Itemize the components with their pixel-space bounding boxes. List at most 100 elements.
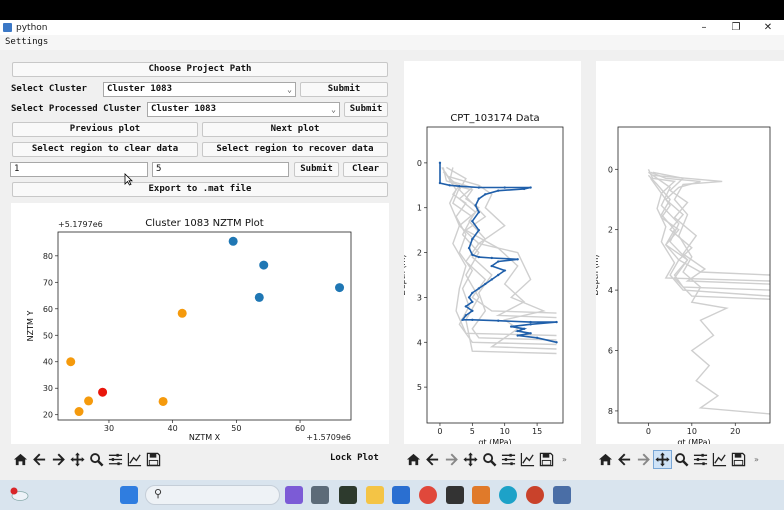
maximize-icon[interactable]: ❐ — [731, 22, 741, 33]
x-axis-label: qt (MPa) — [478, 438, 511, 444]
scatter-point — [259, 260, 269, 270]
submit-cluster-button[interactable]: Submit — [300, 82, 388, 97]
save-icon[interactable] — [729, 450, 748, 469]
edit-axes-icon[interactable] — [125, 450, 144, 469]
pan-icon[interactable] — [461, 450, 480, 469]
home-icon[interactable] — [11, 450, 30, 469]
configure-subplots-icon[interactable] — [499, 450, 518, 469]
edge-icon[interactable] — [499, 486, 517, 504]
edit-axes-icon[interactable] — [518, 450, 537, 469]
zoom-icon[interactable] — [87, 450, 106, 469]
submit-range-button[interactable]: Submit — [294, 162, 339, 177]
x-tick-label: 0 — [437, 427, 442, 436]
lock-plot-label[interactable]: Lock Plot — [330, 453, 379, 463]
python-app-icon — [3, 23, 12, 32]
background-series-line — [648, 171, 770, 300]
configure-subplots-icon[interactable] — [691, 450, 710, 469]
next-plot-button[interactable]: Next plot — [202, 122, 388, 137]
y-tick-label: 2 — [417, 249, 422, 258]
file-explorer-icon[interactable] — [366, 486, 384, 504]
home-icon[interactable] — [596, 450, 615, 469]
range-end-input[interactable]: 5 — [152, 162, 289, 177]
overlay-plot-canvas[interactable]: 0 10 20 0 2 4 6 8 qt (MPa) Depth (m) — [591, 61, 784, 447]
zoom-icon[interactable] — [672, 450, 691, 469]
cpt-plot-canvas[interactable]: 0 5 10 15 0 1 2 3 4 5 CPT_103174 Data qt (MPa) Depth… — [398, 61, 581, 447]
edit-axes-icon[interactable] — [710, 450, 729, 469]
scatter-plot-canvas[interactable]: 30 40 50 60 20 30 40 50 60 70 80 Cluster 1083 NZTM … — [11, 203, 389, 444]
back-arrow-icon[interactable] — [615, 450, 634, 469]
zoom-icon[interactable] — [480, 450, 499, 469]
forward-arrow-icon[interactable] — [442, 450, 461, 469]
select-processed-cluster-value: Cluster 1083 — [151, 104, 217, 114]
overlay-nav-toolbar: » — [596, 447, 759, 471]
forward-arrow-icon[interactable] — [634, 450, 653, 469]
submit-processed-button[interactable]: Submit — [344, 102, 388, 117]
select-cluster-combo[interactable]: Cluster 1083 ⌄ — [103, 82, 296, 97]
highlight-series-point — [503, 269, 506, 272]
task-view-icon[interactable] — [311, 486, 329, 504]
menu-settings[interactable]: Settings — [5, 37, 49, 47]
toolbar-overflow-icon[interactable]: » — [754, 454, 759, 464]
save-icon[interactable] — [144, 450, 163, 469]
home-icon[interactable] — [404, 450, 423, 469]
y-offset-label: +5.1797e6 — [58, 220, 103, 229]
choose-project-path-button[interactable]: Choose Project Path — [12, 62, 388, 77]
powerpoint-icon[interactable] — [526, 486, 544, 504]
highlight-series-point — [461, 318, 464, 322]
chrome-icon[interactable] — [419, 486, 437, 504]
matlab-icon[interactable] — [472, 486, 490, 504]
highlight-series-point — [477, 197, 481, 200]
forward-arrow-icon[interactable] — [49, 450, 68, 469]
terminal-app-icon[interactable] — [339, 486, 357, 504]
toolbar-overflow-icon[interactable]: » — [562, 454, 567, 464]
y-tick-label: 80 — [43, 252, 53, 261]
save-icon[interactable] — [537, 450, 556, 469]
x-tick-label: 15 — [532, 427, 542, 436]
x-tick-label: 10 — [500, 427, 510, 436]
widgets-icon[interactable] — [285, 486, 303, 504]
highlight-series-point — [474, 204, 477, 207]
pan-icon[interactable] — [653, 449, 672, 469]
weather-icon[interactable] — [10, 486, 30, 501]
close-icon[interactable]: ✕ — [763, 22, 773, 33]
select-region-recover-button[interactable]: Select region to recover data — [202, 142, 388, 157]
highlight-series-point — [471, 253, 474, 257]
console-icon[interactable] — [446, 486, 464, 504]
highlight-series-point — [490, 264, 493, 268]
clear-button[interactable]: Clear — [343, 162, 388, 177]
highlight-series-point — [467, 296, 471, 299]
background-series-line — [441, 167, 557, 337]
menu-bar: Settings — [0, 35, 784, 50]
select-processed-cluster-combo[interactable]: Cluster 1083 ⌄ — [147, 102, 340, 117]
highlight-series-point — [484, 282, 487, 286]
select-region-clear-button[interactable]: Select region to clear data — [12, 142, 198, 157]
highlight-series-point — [522, 187, 526, 191]
chart-title: Cluster 1083 NZTM Plot — [145, 218, 263, 229]
scatter-point — [98, 387, 108, 397]
scatter-point — [84, 396, 94, 406]
pan-icon[interactable] — [68, 450, 87, 469]
taskbar-search-box[interactable]: ⚲ — [145, 485, 280, 505]
highlight-series-point — [477, 228, 481, 232]
vscode-icon[interactable] — [392, 486, 410, 504]
scatter-point — [177, 308, 187, 318]
highlight-series-point — [529, 186, 532, 189]
highlight-series-point — [438, 181, 442, 185]
back-arrow-icon[interactable] — [30, 450, 49, 469]
configure-subplots-icon[interactable] — [106, 450, 125, 469]
windows-start-icon[interactable] — [120, 486, 138, 504]
y-axis-label: Depth (m) — [596, 255, 600, 296]
minimize-icon[interactable]: – — [701, 22, 707, 33]
background-series-line — [652, 174, 770, 415]
export-mat-button[interactable]: Export to .mat file — [12, 182, 388, 197]
range-start-input[interactable]: 1 — [10, 162, 148, 177]
python-taskbar-icon[interactable] — [553, 486, 571, 504]
previous-plot-button[interactable]: Previous plot — [12, 122, 198, 137]
back-arrow-icon[interactable] — [423, 450, 442, 469]
window-controls: – ❐ ✕ — [688, 20, 784, 35]
axes-frame — [617, 126, 771, 424]
scatter-plot-panel: 30 40 50 60 20 30 40 50 60 70 80 Cluster 1083 NZTM … — [11, 203, 389, 444]
mouse-cursor-icon — [124, 173, 133, 186]
highlight-series-point — [529, 323, 532, 326]
y-tick-label: 1 — [417, 204, 422, 213]
